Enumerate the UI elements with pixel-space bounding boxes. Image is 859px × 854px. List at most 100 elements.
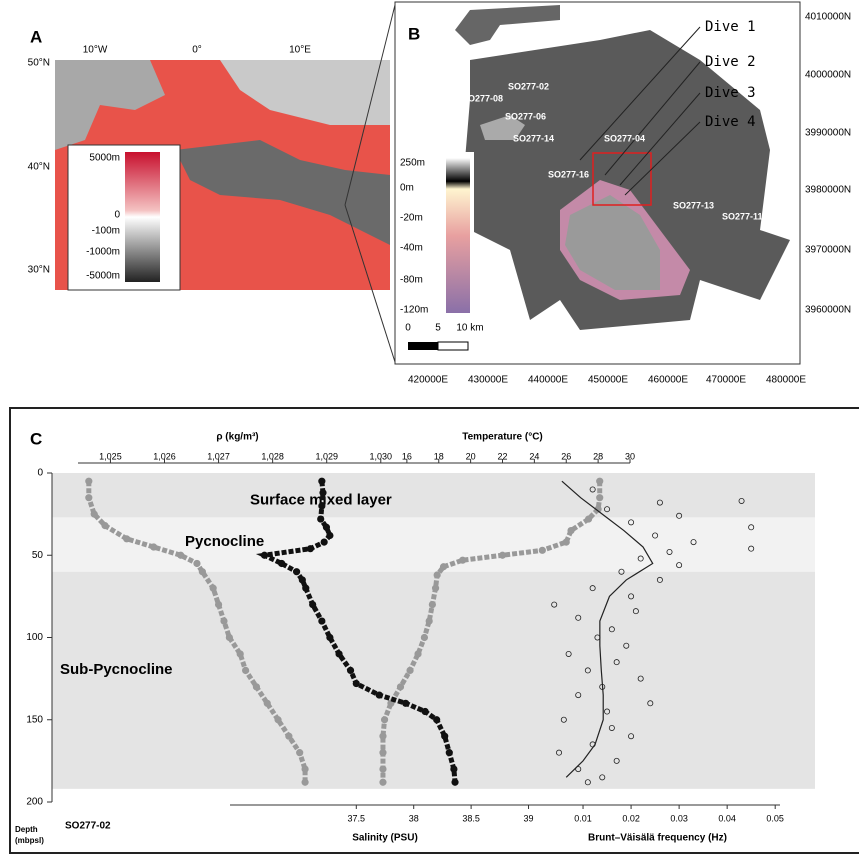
profile-point — [446, 749, 452, 755]
x-axis-title: ρ (kg/m³) — [216, 432, 258, 443]
x-tick-label: 1,026 — [153, 451, 176, 461]
station-label: SO277-06 — [505, 111, 546, 121]
profile-point — [210, 585, 216, 591]
x-tick-label: 18 — [434, 451, 444, 461]
station-label: SO277-08 — [462, 93, 503, 103]
figure-canvas: A 10°W 0° 10°E 50°N 40°N 30°N 5000m 0 -1… — [0, 0, 859, 854]
station-label: SO277-13 — [673, 200, 714, 210]
profile-point — [380, 779, 386, 785]
profile-point — [215, 601, 221, 607]
profile-point — [422, 708, 428, 714]
layer-band — [52, 473, 815, 517]
profile-point — [307, 545, 313, 551]
profile-point — [299, 577, 305, 583]
legend-label: 250m — [400, 158, 425, 169]
x-tick-label: 1,030 — [370, 451, 393, 461]
legend-label: -5000m — [86, 271, 120, 282]
x-tick-label: 20 — [466, 451, 476, 461]
dive-label: Dive 1 — [705, 19, 756, 35]
x-tick-label: 1,029 — [315, 451, 338, 461]
profile-point — [434, 572, 440, 578]
x-tick-label: 0.03 — [670, 813, 688, 823]
x-tick-label: 0.04 — [718, 813, 736, 823]
profile-point — [296, 749, 302, 755]
profile-point — [336, 651, 342, 657]
profile-point — [499, 552, 505, 558]
panel-label: A — [30, 27, 42, 46]
y-tick-label: 3960000N — [805, 305, 851, 316]
profile-point — [459, 557, 465, 563]
profile-point — [568, 527, 574, 533]
dive-label: Dive 3 — [705, 85, 756, 101]
x-tick-label: 38 — [409, 813, 419, 823]
profile-point — [429, 601, 435, 607]
profile-point — [309, 601, 315, 607]
profile-point — [226, 634, 232, 640]
x-tick-label: 0.01 — [574, 813, 592, 823]
profile-point — [323, 524, 329, 530]
profile-point — [302, 779, 308, 785]
x-tick-label: 1,028 — [261, 451, 284, 461]
legend-b-colorbar — [446, 158, 470, 313]
profile-point — [253, 684, 259, 690]
panel-label: B — [408, 24, 420, 43]
profile-point — [327, 532, 333, 538]
profile-point — [353, 680, 359, 686]
scale-bar — [408, 342, 438, 350]
y-tick-label: 0 — [37, 468, 43, 479]
x-tick-label: 430000E — [468, 375, 508, 386]
layer-band — [52, 517, 815, 571]
annotation: SO277-02 — [65, 821, 111, 832]
y-axis-title: (mbpsl) — [15, 836, 44, 845]
x-tick-label: 1,025 — [99, 451, 122, 461]
station-label: SO277-16 — [548, 169, 589, 179]
panel-label: C — [30, 429, 42, 448]
legend-label: 5000m — [89, 153, 120, 164]
profile-point — [275, 717, 281, 723]
profile-point — [380, 733, 386, 739]
profile-point — [319, 503, 325, 509]
profile-point — [150, 544, 156, 550]
y-tick-label: 100 — [26, 632, 43, 643]
profile-point — [585, 516, 591, 522]
profile-point — [321, 539, 327, 545]
y-tick-label: 4000000N — [805, 70, 851, 81]
profile-point — [242, 667, 248, 673]
profile-point — [597, 478, 603, 484]
y-tick-label: 30°N — [28, 265, 50, 276]
profile-point — [264, 700, 270, 706]
y-tick-label: 40°N — [28, 162, 50, 173]
y-axis-title: Depth — [15, 825, 38, 834]
profile-point — [347, 667, 353, 673]
profile-point — [123, 536, 129, 542]
legend-label: -1000m — [86, 247, 120, 258]
x-tick-label: 470000E — [706, 375, 746, 386]
profile-point — [91, 511, 97, 517]
profile-point — [261, 552, 267, 558]
profile-point — [178, 552, 184, 558]
y-tick-label: 200 — [26, 797, 43, 808]
x-axis-title: Brunt–Väisälä frequency (Hz) — [588, 833, 727, 844]
profile-point — [421, 634, 427, 640]
profile-point — [397, 684, 403, 690]
profile-point — [380, 766, 386, 772]
x-tick-label: 450000E — [588, 375, 628, 386]
station-label: SO277-02 — [508, 81, 549, 91]
y-tick-label: 150 — [26, 714, 43, 725]
y-tick-label: 3990000N — [805, 128, 851, 139]
profile-point — [539, 547, 545, 553]
x-tick-label: 28 — [593, 451, 603, 461]
profile-point — [318, 516, 324, 522]
y-tick-label: 3980000N — [805, 185, 851, 196]
y-tick-label: 4010000N — [805, 12, 851, 23]
profile-point — [597, 494, 603, 500]
profile-point — [86, 478, 92, 484]
scale-bar — [438, 342, 468, 350]
profile-point — [102, 522, 108, 528]
station-label: SO277-11 — [722, 211, 763, 221]
profile-point — [381, 717, 387, 723]
profile-point — [407, 667, 413, 673]
profile-point — [327, 634, 333, 640]
profile-point — [402, 700, 408, 706]
scale-label: 10 km — [456, 323, 483, 334]
